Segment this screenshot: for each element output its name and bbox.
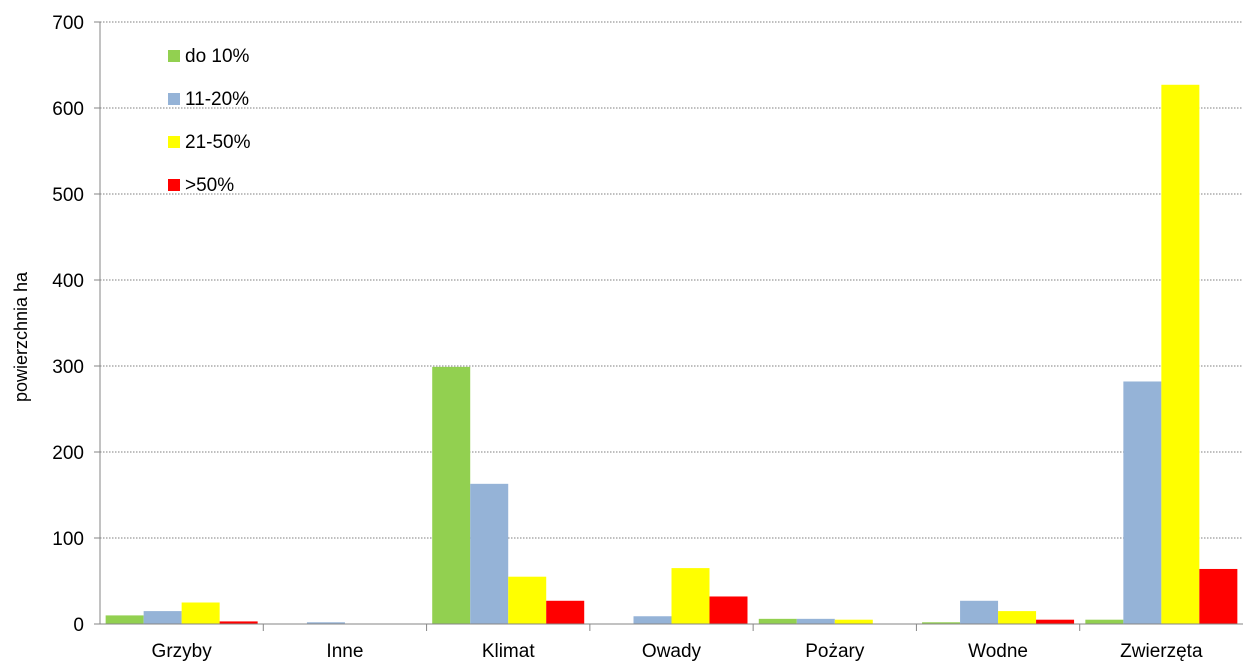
bars [105,84,1238,624]
y-tick-label: 600 [52,99,84,120]
bar [998,611,1037,624]
bar [758,618,797,624]
bar [796,618,835,624]
bar [181,602,220,624]
y-axis-title: powierzchnia ha [11,271,31,402]
y-tick-label: 0 [73,615,84,636]
legend-swatch [168,179,180,191]
legend: do 10% 11-20% 21-50% >50% [168,46,251,196]
x-tick-label: Wodne [968,641,1028,662]
legend-label: do 10% [185,46,250,67]
bar [219,621,258,624]
legend-label: >50% [185,175,234,196]
x-tick-label: Klimat [482,641,536,662]
bar [470,483,509,624]
y-tick-label: 300 [52,357,84,378]
bar [105,615,144,624]
bar [633,616,672,624]
x-tick-label: Owady [642,641,702,662]
bar [1199,568,1238,624]
bar [1161,84,1200,624]
axes [99,22,1243,631]
legend-label: 11-20% [185,89,249,110]
x-tick-label: Grzyby [152,641,213,662]
bar [834,619,873,624]
x-tick-label: Zwierzęta [1120,641,1203,662]
bar [1085,619,1124,624]
legend-swatch [168,93,180,105]
legend-label: 21-50% [185,132,251,153]
y-tick-label: 400 [52,271,84,292]
bar [508,576,547,624]
bar [709,596,748,624]
bar [1123,381,1162,624]
gridlines [100,21,1243,539]
bar [922,622,961,624]
bar [671,568,710,624]
bar [432,366,471,624]
legend-swatch [168,50,180,62]
y-tick-label: 500 [52,185,84,206]
y-tick-label: 700 [52,13,84,34]
x-tick-label: Inne [326,641,363,662]
bar [960,600,999,624]
y-tick-label: 200 [52,443,84,464]
bar [1036,619,1075,624]
legend-swatch [168,136,180,148]
x-tick-label: Pożary [805,641,865,662]
bar [306,622,345,624]
y-tick-label: 100 [52,529,84,550]
bar [546,600,585,624]
bar [143,611,182,624]
tick-labels: 0 100 200 300 400 500 600 700 Grzyby Inne Klimat Ow… [52,13,1203,662]
